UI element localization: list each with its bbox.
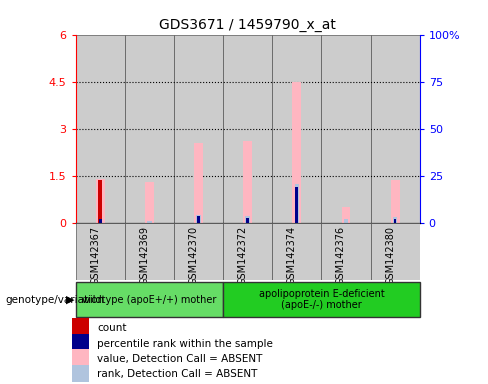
Title: GDS3671 / 1459790_x_at: GDS3671 / 1459790_x_at (159, 18, 336, 32)
Bar (98, 180, 102, 223)
Bar (393, 217, 397, 223)
Bar (292, 82, 301, 223)
Bar (197, 217, 200, 223)
Text: GSM142376: GSM142376 (336, 225, 346, 285)
Bar (174, 223, 223, 280)
Bar (272, 223, 322, 280)
Bar (72, 349, 89, 366)
Bar (243, 141, 252, 223)
Bar (125, 223, 174, 280)
Text: value, Detection Call = ABSENT: value, Detection Call = ABSENT (97, 354, 263, 364)
Bar (98, 217, 102, 223)
Bar (125, 35, 174, 223)
Bar (223, 223, 272, 280)
Bar (76, 282, 223, 317)
Text: GSM142374: GSM142374 (287, 225, 297, 285)
Bar (342, 207, 350, 223)
Text: GSM142370: GSM142370 (188, 225, 199, 285)
Bar (322, 35, 370, 223)
Bar (245, 217, 250, 223)
Bar (370, 35, 420, 223)
Bar (295, 187, 298, 223)
Bar (72, 364, 89, 382)
Text: genotype/variation: genotype/variation (5, 295, 104, 305)
Text: GSM142380: GSM142380 (385, 225, 395, 285)
Bar (76, 35, 125, 223)
Bar (147, 221, 152, 223)
Text: GSM142369: GSM142369 (140, 225, 149, 285)
Bar (223, 35, 272, 223)
Bar (246, 218, 249, 223)
Bar (223, 282, 420, 317)
Bar (295, 184, 299, 223)
Bar (370, 223, 420, 280)
Text: wildtype (apoE+/+) mother: wildtype (apoE+/+) mother (82, 295, 217, 305)
Bar (344, 218, 348, 223)
Text: apolipoprotein E-deficient
(apoE-/-) mother: apolipoprotein E-deficient (apoE-/-) mot… (259, 289, 384, 310)
Text: count: count (97, 323, 126, 333)
Bar (76, 223, 125, 280)
Bar (391, 180, 400, 223)
Bar (96, 179, 104, 223)
Bar (72, 318, 89, 336)
Bar (194, 143, 203, 223)
Bar (145, 182, 154, 223)
Bar (174, 35, 223, 223)
Bar (72, 334, 89, 351)
Bar (272, 35, 322, 223)
Bar (394, 219, 396, 223)
Bar (196, 215, 201, 223)
Bar (99, 219, 102, 223)
Text: GSM142372: GSM142372 (238, 225, 248, 285)
Text: ▶: ▶ (66, 295, 74, 305)
Text: GSM142367: GSM142367 (90, 225, 100, 285)
Bar (322, 223, 370, 280)
Text: percentile rank within the sample: percentile rank within the sample (97, 339, 273, 349)
Text: rank, Detection Call = ABSENT: rank, Detection Call = ABSENT (97, 369, 257, 379)
